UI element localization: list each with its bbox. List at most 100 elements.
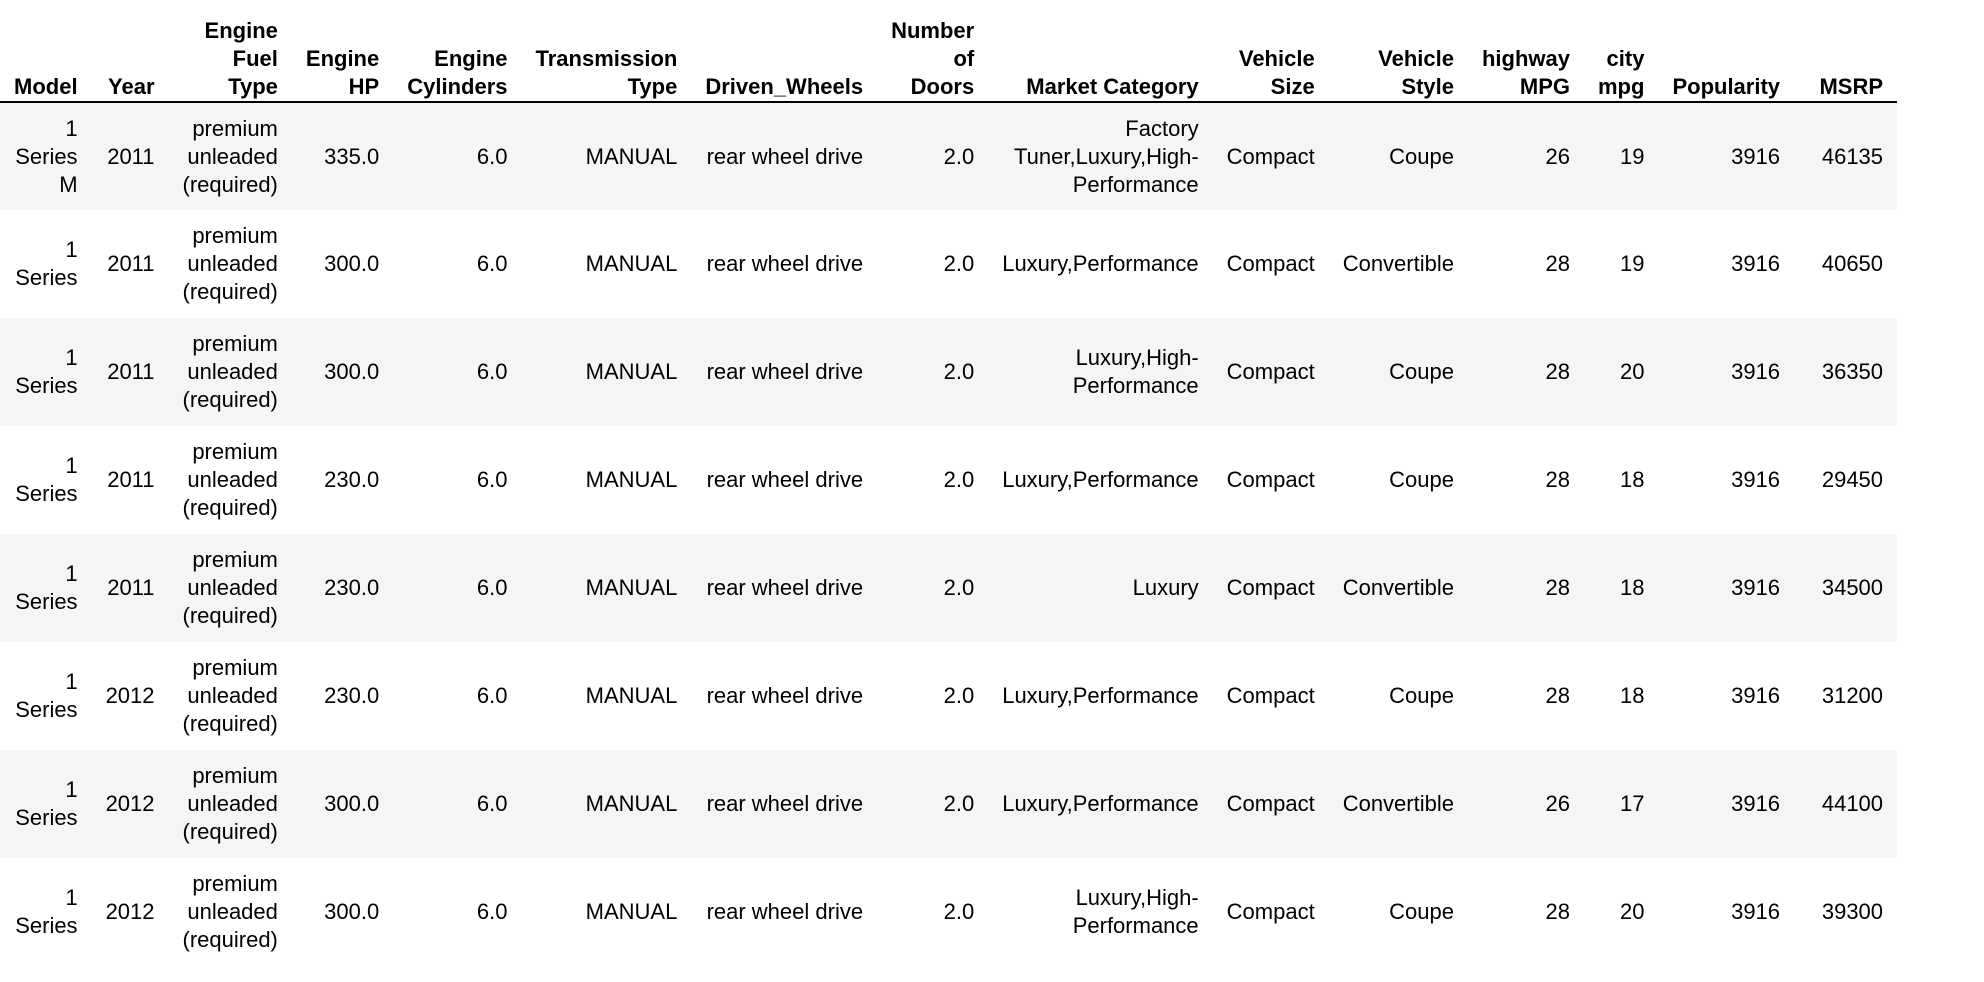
column-header-label: Vehicle — [1238, 46, 1315, 71]
cell-model: 1 Series — [0, 750, 92, 858]
cell-doors: 2.0 — [943, 251, 975, 276]
cell-text: (required) — [182, 711, 278, 736]
column-header-fuel: Engine Fuel Type — [168, 0, 292, 103]
cell-hwy: 28 — [1545, 899, 1570, 924]
cell-size: Compact — [1226, 791, 1315, 816]
cell-year: 2012 — [105, 791, 155, 816]
cell-text: (required) — [182, 387, 278, 412]
cell-cyl: 6.0 — [476, 899, 508, 924]
cell-text: (required) — [182, 927, 278, 952]
column-header-label: Driven_Wheels — [705, 74, 864, 99]
cell-year: 2011 — [107, 467, 155, 492]
column-header-label: MPG — [1519, 74, 1570, 99]
column-header-label: Cylinders — [407, 74, 508, 99]
cell-cyl: 6.0 — [476, 359, 508, 384]
column-header-label: Number — [891, 18, 975, 43]
cell-text: Luxury,High- — [1075, 885, 1199, 910]
cell-fuel: premium unleaded (required) — [169, 426, 292, 534]
cell-doors: 2.0 — [943, 143, 975, 169]
cell-model: 1 Series — [0, 858, 92, 966]
cell-year: 2011 — [107, 359, 155, 384]
cell-market: Luxury,Performance — [988, 750, 1212, 858]
cell-text: unleaded — [187, 251, 278, 276]
cell-text: unleaded — [187, 359, 278, 384]
table-row: 1 Series 2011 premium unleaded (required) 300.… — [0, 318, 1898, 426]
table-row: 1 Series 2011 premium unleaded (required) 230.… — [0, 534, 1898, 642]
column-header-driven: Driven_Wheels — [691, 0, 878, 103]
column-header-label: Model — [14, 74, 78, 99]
cell-text: 1 — [65, 237, 78, 262]
cell-hp: 300.0 — [324, 791, 380, 816]
cell-style: Coupe — [1389, 143, 1454, 169]
cell-size: Compact — [1226, 683, 1315, 708]
column-header-model: Model — [0, 0, 92, 103]
table-row: 1 Series M 2011 premium unleaded (required) 335… — [0, 102, 1898, 210]
cell-text: premium — [192, 223, 278, 248]
cell-model: 1 Series — [0, 642, 92, 750]
cell-model: 1 Series — [0, 534, 92, 642]
cell-text: Factory — [1125, 115, 1199, 141]
header-row: Model Year Engine Fuel Type Engine HP Engine Cyl… — [0, 0, 1898, 103]
cell-trans: MANUAL — [585, 899, 678, 924]
column-header-label: mpg — [1598, 74, 1645, 99]
cell-style: Convertible — [1342, 575, 1454, 600]
column-header-label: Fuel — [232, 46, 278, 71]
cell-city: 20 — [1619, 899, 1645, 924]
cell-market: Luxury,High- Performance — [988, 858, 1212, 966]
cell-text: Tuner,Luxury,High- — [1014, 143, 1199, 169]
cell-text: 1 — [65, 669, 78, 694]
cell-market: Luxury — [988, 534, 1212, 642]
cell-text: unleaded — [187, 791, 278, 816]
cell-text: 1 — [65, 561, 78, 586]
column-header-label: of — [953, 46, 975, 71]
column-header-label: city — [1606, 46, 1645, 71]
cell-msrp: 36350 — [1821, 359, 1884, 384]
cell-size: Compact — [1226, 575, 1315, 600]
cell-msrp: 31200 — [1821, 683, 1884, 708]
table-row: 1 Series 2012 premium unleaded (required) 300.… — [0, 858, 1898, 966]
cell-hwy: 28 — [1545, 575, 1570, 600]
cell-hp: 230.0 — [324, 575, 380, 600]
cell-trans: MANUAL — [585, 575, 678, 600]
cell-hwy: 28 — [1545, 251, 1570, 276]
cell-text: premium — [192, 871, 278, 896]
cell-text: Series — [15, 481, 78, 506]
cell-driven: rear wheel drive — [706, 575, 864, 600]
column-header-hwy: highway MPG — [1467, 0, 1584, 103]
cell-text: (required) — [182, 495, 278, 520]
column-header-label: Doors — [910, 74, 975, 99]
cell-doors: 2.0 — [943, 791, 975, 816]
cell-text: premium — [192, 331, 278, 356]
cell-pop: 3916 — [1731, 467, 1781, 492]
cell-text: (required) — [182, 279, 278, 304]
cell-cyl: 6.0 — [476, 683, 508, 708]
cell-text: (required) — [182, 603, 278, 628]
cell-doors: 2.0 — [943, 899, 975, 924]
column-header-label: highway — [1481, 46, 1570, 71]
cell-year: 2011 — [107, 143, 155, 169]
cell-trans: MANUAL — [585, 251, 678, 276]
cell-year: 2012 — [105, 899, 155, 924]
cell-text: Series — [15, 913, 78, 938]
cell-text: 1 — [65, 777, 78, 802]
cell-trans: MANUAL — [585, 143, 678, 169]
cell-year: 2012 — [105, 683, 155, 708]
cell-text: Series — [15, 373, 78, 398]
cell-year: 2011 — [107, 575, 155, 600]
cell-size: Compact — [1226, 359, 1315, 384]
column-header-label: Type — [228, 74, 278, 99]
cell-fuel: premium unleaded (required) — [169, 318, 292, 426]
column-header-label: Type — [627, 74, 678, 99]
table-row: 1 Series 2011 premium unleaded (required) 230.… — [0, 426, 1898, 534]
column-header-label: Market Category — [1026, 74, 1199, 99]
cell-fuel: premium unleaded (required) — [169, 750, 292, 858]
cell-model: 1 Series — [0, 426, 92, 534]
cell-text: unleaded — [187, 467, 278, 492]
cell-msrp: 40650 — [1821, 251, 1884, 276]
cell-style: Convertible — [1342, 791, 1454, 816]
cell-trans: MANUAL — [585, 359, 678, 384]
column-header-label: Engine — [305, 46, 380, 71]
cell-pop: 3916 — [1731, 575, 1781, 600]
column-header-doors: Number of Doors — [877, 0, 989, 103]
